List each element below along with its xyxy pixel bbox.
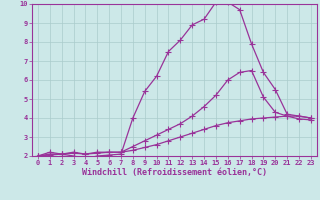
X-axis label: Windchill (Refroidissement éolien,°C): Windchill (Refroidissement éolien,°C) xyxy=(82,168,267,177)
